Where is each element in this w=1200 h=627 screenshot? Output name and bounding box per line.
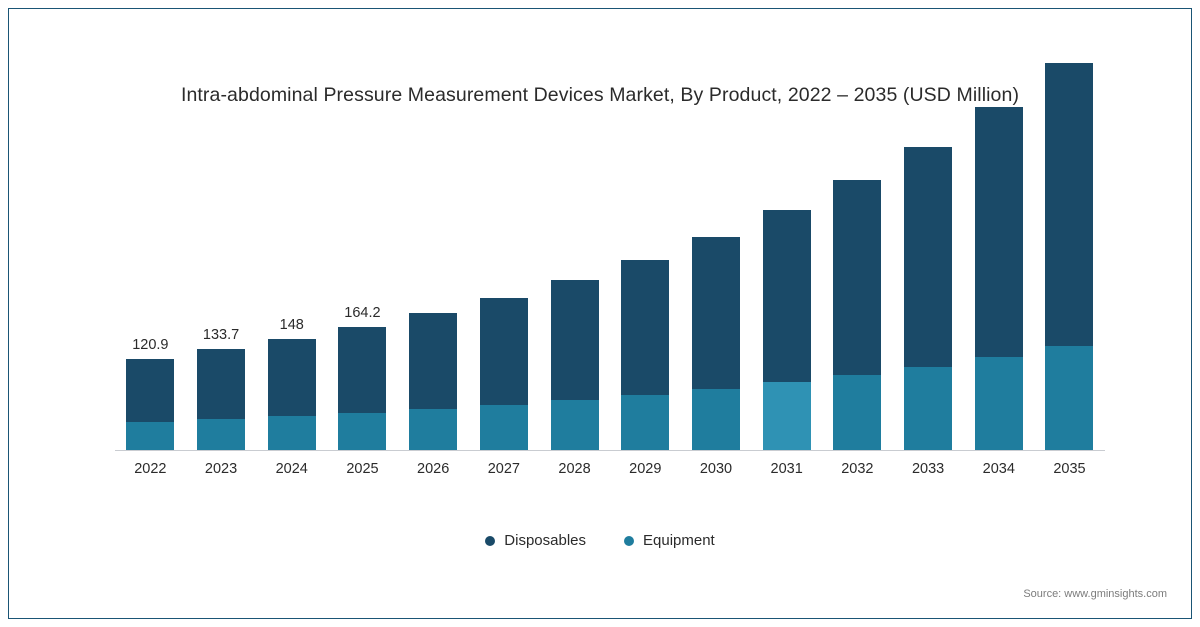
- x-axis-label: 2028: [558, 461, 591, 477]
- bar-segment-disposables[interactable]: [267, 338, 316, 417]
- legend-dot-icon: [485, 535, 496, 546]
- bar-slot: [751, 127, 822, 450]
- legend-item[interactable]: Disposables: [485, 532, 586, 549]
- bar-slot: 148: [256, 127, 327, 450]
- bar-slot: [893, 127, 964, 450]
- bar-segment-disposables[interactable]: [1045, 63, 1094, 347]
- bar-value-label: 133.7: [202, 327, 240, 344]
- stacked-bar[interactable]: [1045, 63, 1094, 450]
- plot-area: 120.9 133.7 148 164.2: [115, 63, 1105, 450]
- stacked-bar[interactable]: [126, 359, 175, 450]
- bar-slot: [469, 127, 540, 450]
- chart-legend: Disposables Equipment: [9, 532, 1191, 549]
- stacked-bar[interactable]: [267, 338, 316, 450]
- x-axis-line: [115, 450, 1105, 451]
- bar-segment-disposables[interactable]: [197, 349, 246, 420]
- chart-frame: Intra-abdominal Pressure Measurement Dev…: [8, 8, 1192, 619]
- x-axis-label: 2026: [417, 461, 450, 477]
- page-title: Intra-abdominal Pressure Measurement Dev…: [180, 84, 1020, 106]
- bar-segment-equipment[interactable]: [762, 382, 811, 450]
- source-note: Source: www.gminsights.com: [1023, 588, 1167, 600]
- bar-segment-disposables[interactable]: [621, 259, 670, 396]
- bar-slot: [539, 127, 610, 450]
- stacked-bar[interactable]: [479, 297, 528, 450]
- bar-segment-disposables[interactable]: [409, 313, 458, 410]
- bar-segment-disposables[interactable]: [479, 297, 528, 405]
- x-axis-label: 2033: [911, 461, 945, 477]
- bar-slot: [681, 127, 752, 450]
- bar-value-label: 148: [279, 316, 304, 333]
- bar-slot: [822, 127, 893, 450]
- bar-slot: 120.9: [115, 127, 186, 450]
- bar-segment-disposables[interactable]: [691, 236, 740, 390]
- bar-segment-disposables[interactable]: [833, 180, 882, 375]
- bar-segment-equipment[interactable]: [479, 404, 528, 450]
- stacked-bar[interactable]: [338, 326, 387, 450]
- stacked-bar[interactable]: [833, 180, 882, 450]
- bar-slot: [963, 107, 1034, 450]
- bar-slot: [610, 127, 681, 450]
- bar-value-label: 120.9: [132, 337, 169, 354]
- bar-segment-equipment[interactable]: [409, 409, 458, 450]
- bar-segment-disposables[interactable]: [126, 359, 175, 423]
- bar-segment-equipment[interactable]: [267, 416, 316, 450]
- bar-segment-equipment[interactable]: [621, 395, 670, 450]
- x-axis-label: 2024: [275, 461, 308, 477]
- stacked-bar[interactable]: [550, 280, 599, 450]
- bar-slot: 133.7: [186, 127, 257, 450]
- bar-slot: [1034, 63, 1105, 450]
- bar-segment-disposables[interactable]: [550, 280, 599, 401]
- stacked-bar[interactable]: [409, 313, 458, 450]
- x-axis-label: 2029: [629, 461, 662, 477]
- x-axis-label: 2034: [982, 461, 1015, 477]
- bar-segment-equipment[interactable]: [338, 413, 387, 450]
- x-axis-label: 2032: [841, 461, 874, 477]
- bar-group: 120.9 133.7 148 164.2: [115, 63, 1105, 450]
- bar-segment-equipment[interactable]: [550, 400, 599, 450]
- legend-label: Equipment: [643, 532, 715, 549]
- bar-slot: [398, 127, 469, 450]
- stacked-bar[interactable]: [621, 259, 670, 450]
- x-axis-label: 2025: [346, 461, 379, 477]
- bar-segment-disposables[interactable]: [904, 146, 953, 367]
- x-axis-label: 2023: [204, 461, 238, 477]
- x-axis-label: 2022: [134, 461, 167, 477]
- bar-segment-equipment[interactable]: [833, 374, 882, 450]
- stacked-bar[interactable]: [691, 236, 740, 450]
- bar-segment-equipment[interactable]: [904, 366, 953, 450]
- stacked-bar[interactable]: [904, 146, 953, 450]
- bar-segment-disposables[interactable]: [338, 326, 387, 414]
- x-axis-label: 2030: [699, 461, 733, 477]
- bar-segment-equipment[interactable]: [1045, 346, 1094, 450]
- x-axis-label: 2027: [487, 461, 520, 477]
- bar-segment-equipment[interactable]: [691, 389, 740, 450]
- legend-label: Disposables: [504, 532, 586, 549]
- bar-segment-equipment[interactable]: [126, 422, 175, 450]
- x-axis-label: 2031: [770, 461, 803, 477]
- bar-segment-equipment[interactable]: [974, 356, 1023, 450]
- stacked-bar[interactable]: [762, 210, 811, 450]
- bar-segment-disposables[interactable]: [762, 210, 811, 383]
- bar-slot: 164.2: [327, 127, 398, 450]
- x-axis-tick-labels: 2022 2023 2024 2025 2026 2027 2028 2029 2030 2031…: [115, 461, 1105, 477]
- bar-segment-equipment[interactable]: [197, 419, 246, 450]
- x-axis-label: 2035: [1053, 461, 1086, 477]
- legend-dot-icon: [624, 535, 634, 546]
- stacked-bar[interactable]: [974, 107, 1023, 450]
- legend-item[interactable]: Equipment: [624, 532, 715, 549]
- stacked-bar[interactable]: [197, 349, 246, 450]
- bar-segment-disposables[interactable]: [974, 107, 1023, 357]
- bar-value-label: 164.2: [344, 304, 381, 321]
